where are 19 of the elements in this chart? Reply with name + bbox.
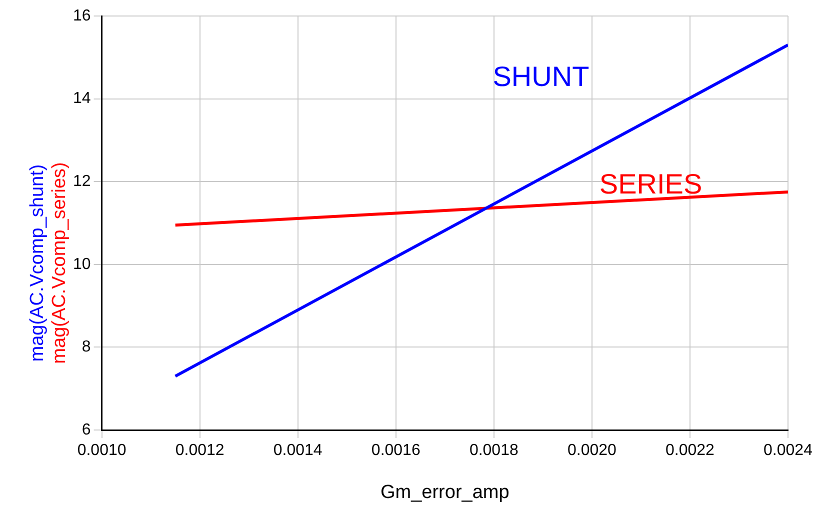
annotation: SERIES <box>599 168 702 200</box>
x-tick-label: 0.0020 <box>567 442 617 460</box>
text: mag(AC.Vcomp_shunt) <box>27 164 48 362</box>
x-tick-label: 0.0016 <box>371 442 420 460</box>
x-tick-label: 0.0018 <box>469 442 518 460</box>
y-tick-label: 14 <box>73 90 91 108</box>
x-tick-label: 0.0014 <box>273 442 322 460</box>
text: mag(AC.Vcomp_series) <box>49 162 70 364</box>
x-tick-label: 0.0022 <box>666 442 715 460</box>
y-tick-label: 16 <box>73 7 91 24</box>
y-tick-label: 6 <box>82 421 91 438</box>
y-tick-label: 8 <box>82 338 91 356</box>
annotation: SHUNT <box>492 60 590 92</box>
x-axis-title: Gm_error_amp <box>380 482 510 503</box>
y-tick-label: 12 <box>73 173 91 190</box>
x-tick-label: 0.0012 <box>175 442 224 460</box>
x-tick-label: 0.0010 <box>77 442 126 460</box>
y-tick-label: 10 <box>73 256 91 273</box>
x-tick-label: 0.0024 <box>764 442 813 460</box>
